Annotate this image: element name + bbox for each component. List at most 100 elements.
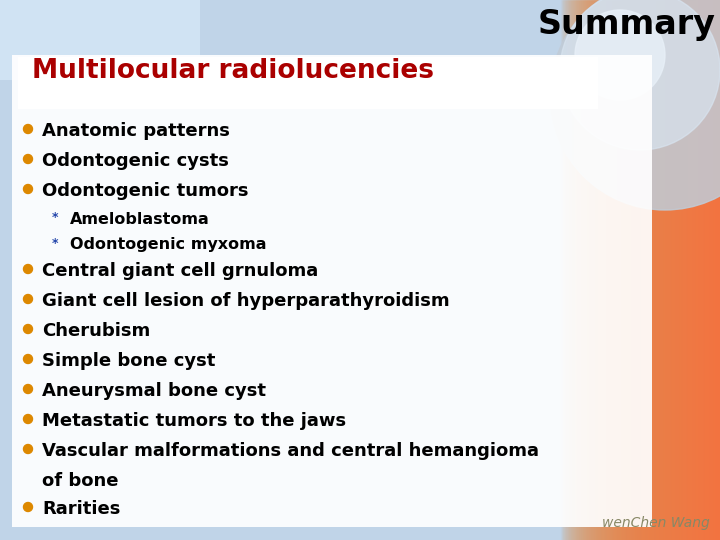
Text: Cherubism: Cherubism <box>42 322 150 340</box>
Bar <box>671 0 672 540</box>
Bar <box>678 0 679 540</box>
Bar <box>714 0 715 540</box>
Bar <box>719 0 720 540</box>
Bar <box>663 0 664 540</box>
Bar <box>627 0 628 540</box>
Bar <box>616 0 617 540</box>
Bar <box>675 0 676 540</box>
Bar <box>656 0 657 540</box>
Bar <box>563 0 564 540</box>
Text: Ameloblastoma: Ameloblastoma <box>70 212 210 227</box>
Bar <box>669 0 670 540</box>
Text: Giant cell lesion of hyperparathyroidism: Giant cell lesion of hyperparathyroidism <box>42 292 449 310</box>
Circle shape <box>24 503 32 511</box>
Bar <box>667 0 668 540</box>
Bar <box>659 0 660 540</box>
Bar <box>619 0 620 540</box>
Bar <box>571 0 572 540</box>
Bar <box>696 0 697 540</box>
Text: Rarities: Rarities <box>42 500 120 518</box>
Bar <box>642 0 643 540</box>
Bar <box>686 0 687 540</box>
Bar <box>692 0 693 540</box>
Circle shape <box>24 154 32 164</box>
Bar <box>575 0 576 540</box>
Bar <box>711 0 712 540</box>
Bar <box>600 0 601 540</box>
Bar <box>623 0 624 540</box>
Bar <box>606 0 607 540</box>
Bar <box>707 0 708 540</box>
Bar <box>621 0 622 540</box>
Text: Anatomic patterns: Anatomic patterns <box>42 122 230 140</box>
Bar <box>570 0 571 540</box>
Bar <box>702 0 703 540</box>
Bar <box>629 0 630 540</box>
Bar <box>697 0 698 540</box>
Bar <box>654 0 655 540</box>
Bar <box>718 0 719 540</box>
Bar <box>565 0 566 540</box>
Bar <box>585 0 586 540</box>
Bar <box>666 0 667 540</box>
Bar <box>625 0 626 540</box>
Bar <box>643 0 644 540</box>
FancyBboxPatch shape <box>12 55 652 527</box>
Bar <box>608 0 609 540</box>
Bar <box>674 0 675 540</box>
Bar <box>598 0 599 540</box>
Bar <box>633 0 634 540</box>
Bar <box>612 0 613 540</box>
Bar <box>687 0 688 540</box>
Circle shape <box>560 0 720 150</box>
Circle shape <box>24 185 32 193</box>
Bar <box>684 0 685 540</box>
Text: Summary: Summary <box>537 8 715 41</box>
Bar <box>717 0 718 540</box>
Bar <box>566 0 567 540</box>
Bar <box>657 0 658 540</box>
Bar <box>576 0 577 540</box>
Bar <box>609 0 610 540</box>
Bar <box>694 0 695 540</box>
Bar <box>590 0 591 540</box>
Bar <box>716 0 717 540</box>
FancyBboxPatch shape <box>0 0 200 80</box>
Bar <box>646 0 647 540</box>
Bar <box>650 0 651 540</box>
Bar <box>709 0 710 540</box>
FancyBboxPatch shape <box>18 57 598 109</box>
Bar <box>587 0 588 540</box>
Text: Odontogenic myxoma: Odontogenic myxoma <box>70 237 266 252</box>
Bar <box>689 0 690 540</box>
Circle shape <box>24 125 32 133</box>
Bar <box>599 0 600 540</box>
Bar <box>691 0 692 540</box>
Bar <box>655 0 656 540</box>
Bar <box>652 0 653 540</box>
Circle shape <box>24 384 32 394</box>
Text: Simple bone cyst: Simple bone cyst <box>42 352 215 370</box>
Bar <box>593 0 594 540</box>
Circle shape <box>550 0 720 210</box>
Bar <box>668 0 669 540</box>
Bar <box>567 0 568 540</box>
Bar <box>680 0 681 540</box>
Bar <box>622 0 623 540</box>
Bar <box>603 0 604 540</box>
Bar <box>713 0 714 540</box>
Text: Central giant cell grnuloma: Central giant cell grnuloma <box>42 262 318 280</box>
Bar <box>569 0 570 540</box>
Bar <box>710 0 711 540</box>
Bar <box>637 0 638 540</box>
Bar <box>596 0 597 540</box>
Bar <box>672 0 673 540</box>
Bar <box>649 0 650 540</box>
Bar <box>664 0 665 540</box>
Bar <box>653 0 654 540</box>
Bar <box>579 0 580 540</box>
Bar <box>676 0 677 540</box>
Bar <box>620 0 621 540</box>
Bar <box>594 0 595 540</box>
Circle shape <box>24 415 32 423</box>
